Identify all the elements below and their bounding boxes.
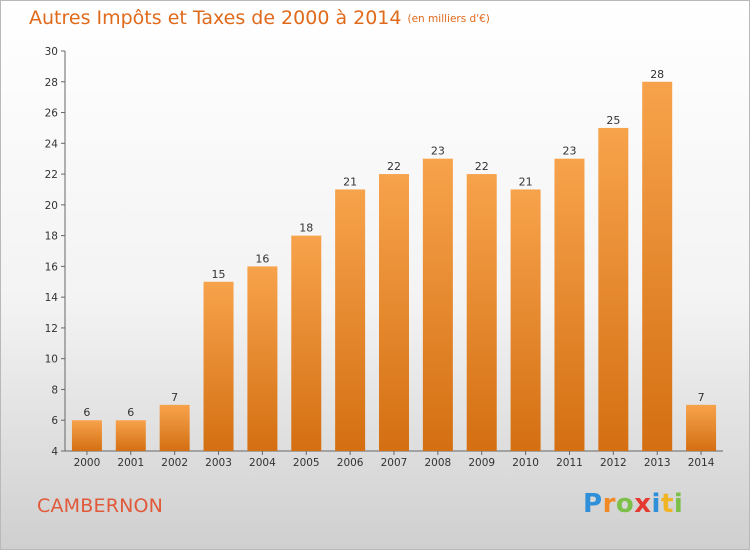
bar [159,404,190,451]
y-tick-label: 4 [51,446,58,458]
proxiti-logo: Proxiti [583,489,683,519]
x-tick-label: 2005 [293,457,320,469]
bar-value-label: 16 [255,252,269,265]
bar-value-label: 18 [299,222,313,235]
bar [510,189,541,451]
bar-value-label: 7 [171,391,178,404]
bar-value-label: 22 [387,160,401,173]
chart-title-text: Autres Impôts et Taxes de 2000 à 2014 [29,7,402,29]
bar [291,235,322,451]
x-tick-label: 2002 [161,457,188,469]
bar [466,174,497,452]
bar-value-label: 21 [343,175,357,188]
bar [379,174,409,452]
bar [598,127,629,451]
logo-letter: i [651,489,661,519]
chart-title: Autres Impôts et Taxes de 2000 à 2014 (en… [29,7,490,29]
x-tick-label: 2011 [556,457,583,469]
x-tick-label: 2004 [249,457,276,469]
y-tick-label: 24 [45,138,59,150]
logo-letter: x [634,489,652,519]
x-tick-label: 2013 [644,457,671,469]
bar [71,420,102,451]
y-tick-label: 18 [45,231,58,243]
x-tick-label: 2009 [468,457,495,469]
y-tick-label: 10 [45,354,58,366]
bar [115,420,146,451]
y-tick-label: 12 [45,323,58,335]
x-tick-label: 2008 [424,457,451,469]
bar-value-label: 22 [475,160,489,173]
x-tick-label: 2012 [600,457,627,469]
bar [247,266,278,451]
bar-value-label: 21 [519,175,533,188]
x-tick-label: 2001 [117,457,144,469]
x-tick-label: 2010 [512,457,539,469]
y-tick-label: 28 [45,77,58,89]
y-tick-label: 6 [51,415,58,427]
logo-letter: t [660,489,674,519]
x-tick-label: 2000 [74,457,101,469]
bar-value-label: 23 [431,145,445,158]
bar-value-label: 7 [698,391,705,404]
commune-name: CAMBERNON [37,495,164,517]
x-tick-label: 2014 [688,457,715,469]
bar [335,189,366,451]
bar-value-label: 15 [212,268,226,281]
bar-value-label: 6 [127,406,134,419]
logo-letter: r [602,489,616,519]
x-tick-label: 2003 [205,457,232,469]
logo-letter: P [583,489,603,519]
bar [422,158,453,451]
logo-letter: i [673,489,684,519]
y-tick-label: 26 [45,108,59,120]
x-tick-label: 2007 [381,457,408,469]
y-tick-label: 14 [45,292,59,304]
bar-value-label: 23 [562,145,576,158]
y-tick-label: 22 [45,169,58,181]
bar [686,404,717,451]
chart-subtitle: (en milliers d'€) [407,13,490,25]
bar-value-label: 6 [83,406,90,419]
bar-value-label: 25 [606,114,620,127]
y-tick-label: 8 [51,384,58,396]
y-tick-label: 30 [45,46,58,58]
y-tick-label: 16 [45,261,59,273]
bar-value-label: 28 [650,68,664,81]
x-tick-label: 2006 [337,457,364,469]
logo-letter: o [615,489,635,519]
y-tick-label: 20 [45,200,58,212]
bar [203,281,234,451]
bar [642,81,673,452]
bar [554,158,585,451]
